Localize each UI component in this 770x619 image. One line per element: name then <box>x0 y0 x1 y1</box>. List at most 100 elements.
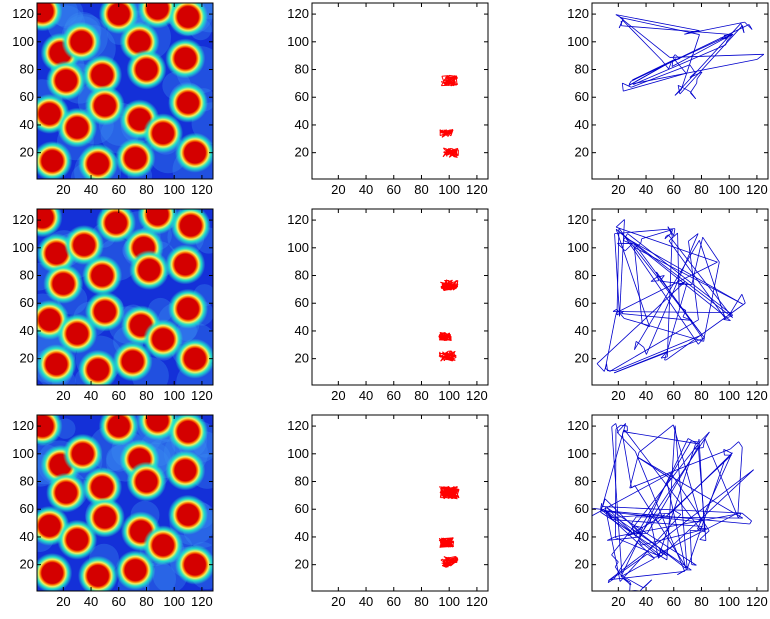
trajectory-segment <box>632 58 677 81</box>
trajectory-segment <box>738 512 742 519</box>
trajectory-segment <box>666 235 673 357</box>
path-segment <box>454 279 457 283</box>
trajectory-segment <box>677 84 687 90</box>
path-segment <box>438 335 443 340</box>
y-tick-label: 40 <box>575 323 589 338</box>
plot-area <box>596 219 746 374</box>
x-tick-label: 80 <box>139 182 153 197</box>
plot-area <box>37 209 213 385</box>
heatmap-peak <box>84 497 125 538</box>
path-segment <box>449 335 452 339</box>
trajectory-segment <box>604 498 641 534</box>
y-tick-label: 80 <box>20 474 34 489</box>
path-segment <box>452 352 455 361</box>
trajectory-segment <box>614 233 620 317</box>
trajectory-segment <box>633 44 726 85</box>
x-tick-label: 120 <box>466 182 488 197</box>
y-tick-label: 60 <box>575 501 589 516</box>
trajectory-segment <box>689 64 696 73</box>
y-tick-label: 100 <box>287 240 309 255</box>
path-segment <box>449 283 458 287</box>
trajectory-segment <box>672 54 676 58</box>
x-tick-label: 40 <box>639 388 653 403</box>
heatmap-peak <box>77 143 118 179</box>
heatmap-peak <box>129 249 170 290</box>
heatmap-peak <box>43 263 84 304</box>
path-segment <box>455 556 459 561</box>
trajectory-segment <box>725 40 728 45</box>
y-tick-label: 40 <box>20 529 34 544</box>
path-segment <box>447 149 458 155</box>
x-tick-label: 100 <box>163 594 185 609</box>
x-tick-label: 20 <box>56 388 70 403</box>
trajectory-segment <box>627 514 665 537</box>
trajectory-segment <box>742 25 745 33</box>
path-segment <box>449 280 452 284</box>
path-segment <box>444 543 452 547</box>
x-tick-label: 60 <box>667 388 681 403</box>
trajectory-segment <box>697 453 733 530</box>
trajectory-segment <box>619 17 671 58</box>
trajectory-segment <box>688 241 699 320</box>
heatmap-peak <box>61 21 102 62</box>
trajectory-segment <box>613 338 703 374</box>
y-tick-label: 120 <box>567 418 589 433</box>
subplot-r2-c1: 20 20 40 40 60 60 80 80 100 100 120 120 <box>12 208 214 403</box>
plot-area <box>37 415 213 591</box>
y-tick-label: 20 <box>295 145 309 160</box>
trajectory-segment <box>650 280 659 282</box>
trajectory-segment <box>636 516 743 519</box>
path-segment <box>441 283 445 291</box>
heatmap-peak <box>143 319 184 360</box>
x-tick-label: 120 <box>746 594 768 609</box>
trajectory-segment <box>672 424 702 523</box>
trajectory-segment <box>621 83 624 92</box>
y-tick-label: 100 <box>287 446 309 461</box>
x-tick-label: 40 <box>639 594 653 609</box>
y-tick-label: 20 <box>295 557 309 572</box>
path-segment <box>441 84 458 87</box>
trajectory-segment <box>679 25 743 95</box>
y-tick-label: 80 <box>575 268 589 283</box>
x-tick-label: 100 <box>718 388 740 403</box>
y-tick-label: 20 <box>295 351 309 366</box>
trajectory-segment <box>673 228 676 236</box>
trajectory-segment <box>703 261 720 338</box>
trajectory-segment <box>657 514 666 523</box>
heatmap-peak <box>37 552 73 591</box>
y-tick-label: 100 <box>567 34 589 49</box>
trajectory-segment <box>684 21 745 35</box>
path-segment <box>443 147 446 151</box>
x-tick-label: 40 <box>84 594 98 609</box>
heatmap-peak <box>174 544 213 585</box>
subplot-r1-c1: 20 20 40 40 60 60 80 80 100 100 120 120 <box>12 2 214 197</box>
axes-box <box>36 208 214 386</box>
plot-area <box>37 3 213 179</box>
heatmap-peak <box>37 344 77 385</box>
trajectory-segment <box>656 271 659 281</box>
plot-area <box>438 485 460 568</box>
trajectory-segment <box>609 319 699 372</box>
heatmap-peak <box>57 107 98 148</box>
heatmap-peak <box>115 550 156 591</box>
trajectory-segment <box>604 507 621 582</box>
trajectory-segment <box>664 236 667 240</box>
x-tick-label: 120 <box>466 594 488 609</box>
path-segment <box>444 75 456 85</box>
trajectory-segment <box>628 59 758 85</box>
path-segment <box>443 75 449 81</box>
trajectory-segment <box>748 24 753 30</box>
path-segment <box>449 539 453 542</box>
path-segment <box>438 335 449 341</box>
y-tick-label: 120 <box>12 212 34 227</box>
trajectory-segment <box>659 280 692 286</box>
trajectory-segment <box>616 423 626 433</box>
y-tick-label: 80 <box>575 474 589 489</box>
trajectory-segment <box>619 16 700 35</box>
subplot-r3-c3: 20 20 40 40 60 60 80 80 100 100 120 120 <box>567 414 769 609</box>
heatmap-peak <box>115 138 156 179</box>
trajectory-segment <box>728 294 743 316</box>
trajectory-segment <box>604 317 616 369</box>
trajectory-segment <box>666 454 732 517</box>
trajectory-segment <box>611 440 702 556</box>
